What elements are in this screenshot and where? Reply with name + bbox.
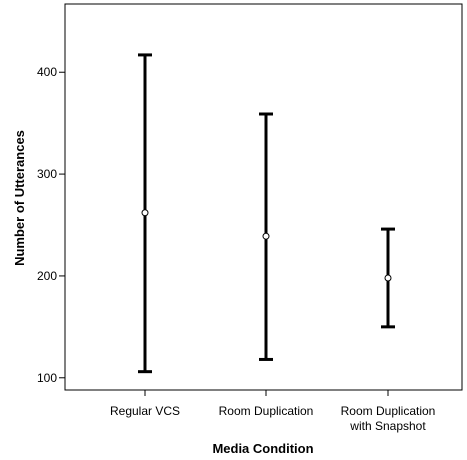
error-bar-group <box>259 112 273 361</box>
x-axis: Regular VCS Room Duplication Room Duplicat… <box>110 390 435 433</box>
error-bars <box>138 53 395 374</box>
mean-point <box>262 232 270 240</box>
x-tick-label: Room Duplication with Snapshot <box>341 404 436 433</box>
mean-point <box>384 274 392 282</box>
y-tick-label: 200 <box>37 269 57 283</box>
mean-point <box>141 209 149 217</box>
x-tick-label: Regular VCS <box>110 404 180 418</box>
error-bar-group <box>138 53 152 374</box>
error-bar-group <box>381 227 395 329</box>
x-axis-label: Media Condition <box>212 441 313 456</box>
y-axis-label: Number of Utterances <box>12 130 27 266</box>
y-tick-label: 400 <box>37 65 57 79</box>
x-tick-label: Room Duplication <box>219 404 314 418</box>
y-tick-label: 300 <box>37 167 57 181</box>
y-tick-label: 100 <box>37 371 57 385</box>
y-axis: 100 200 300 400 <box>37 65 65 385</box>
plot-area-frame <box>64 3 463 391</box>
